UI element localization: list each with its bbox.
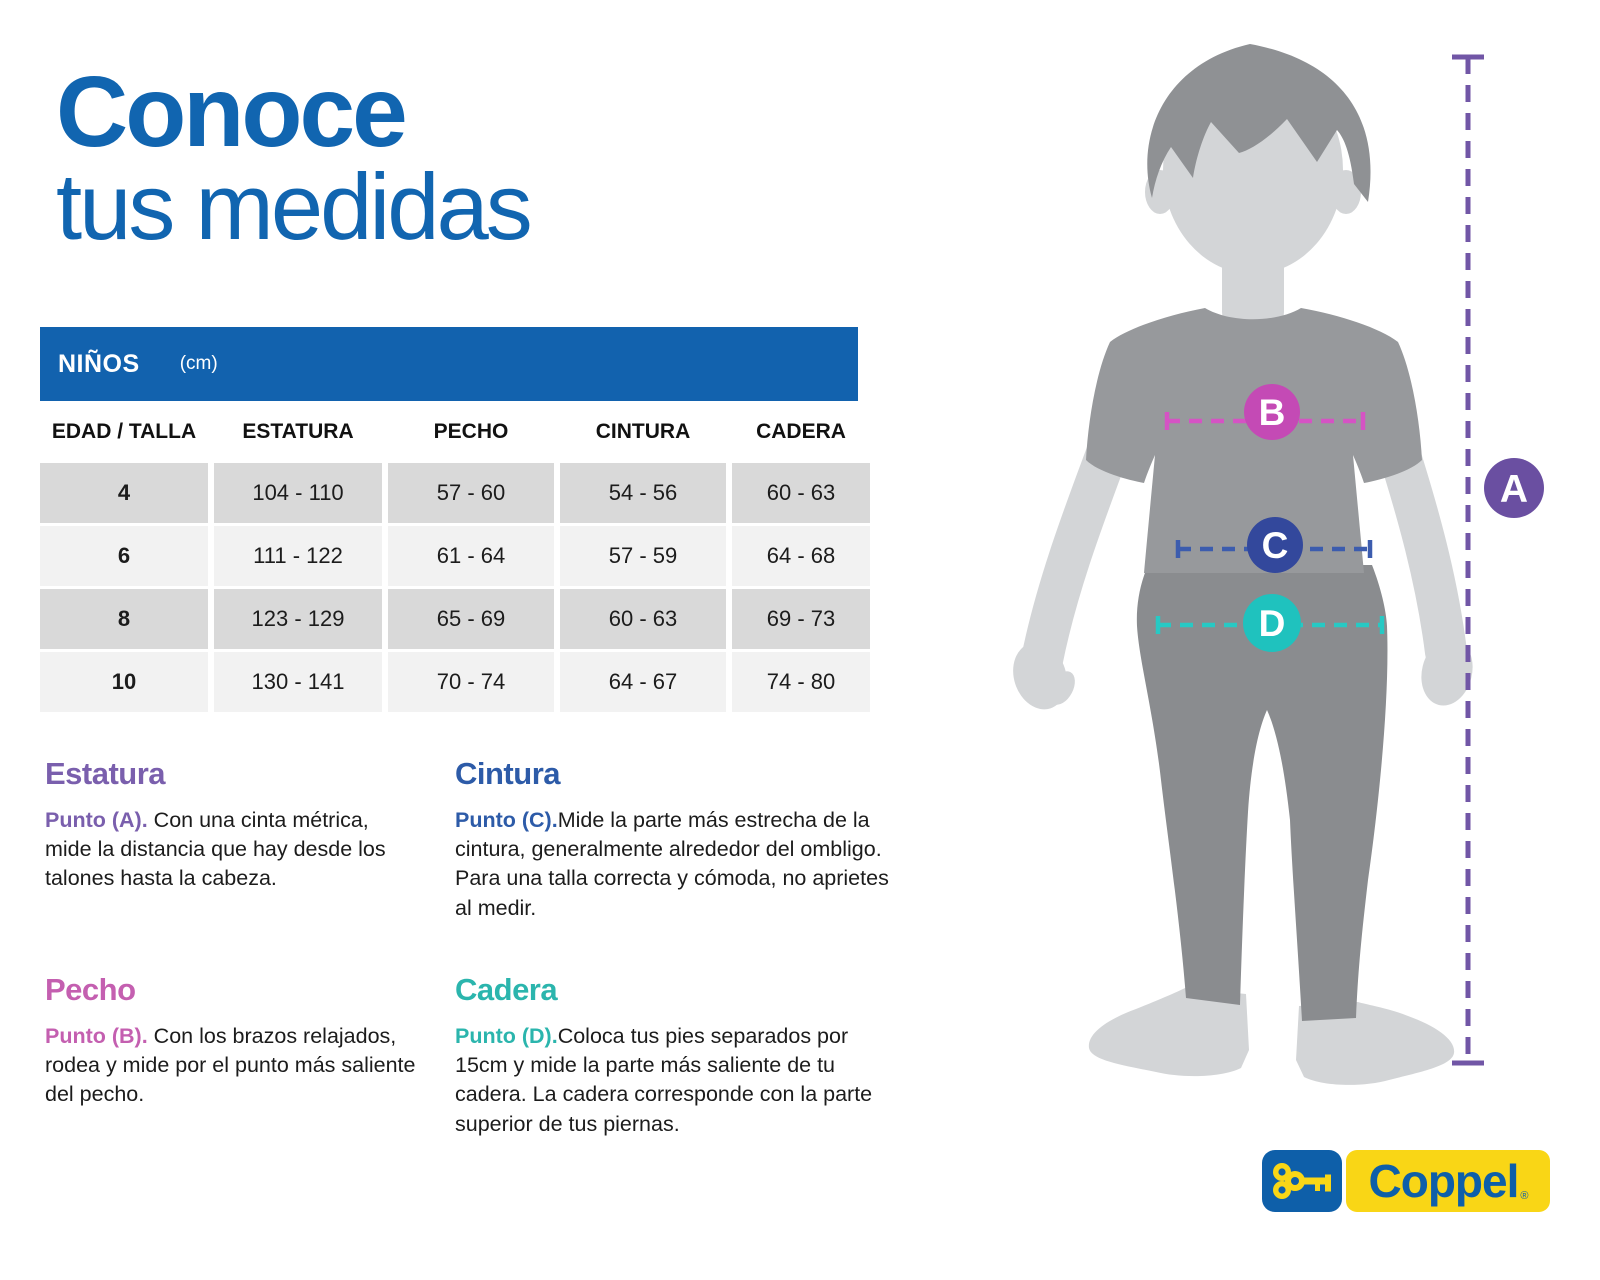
point-text-d: Coloca tus pies separados por 15cm y mid… [455,1024,873,1136]
table-row: 10 130 - 141 70 - 74 64 - 67 74 - 80 [40,652,870,712]
col-header-edad-talla: EDAD / TALLA [51,420,197,443]
section-heading-estatura: Estatura [45,756,166,791]
table-banner-label: NIÑOS [58,349,140,378]
section-heading-cadera: Cadera [455,972,558,1007]
col-header-cintura: CINTURA [595,420,691,443]
cell-talla: 8 [40,589,208,649]
cell-cadera: 69 - 73 [732,589,870,649]
figure-tshirt [1086,308,1422,573]
page-title-line2: tus medidas [56,154,533,259]
table-banner-unit: (cm) [179,353,218,374]
cell-cintura: 60 - 63 [560,589,726,649]
marker-letter-a: A [1500,468,1528,511]
page-title-line1: Conoce [56,56,408,168]
coppel-wordmark: Coppel ® [1346,1150,1550,1212]
col-header-cadera: CADERA [756,420,846,443]
section-heading-cintura: Cintura [455,756,561,791]
figure-thumb-left [1049,671,1075,705]
cell-talla: 6 [40,526,208,586]
marker-circle-d [1243,594,1301,652]
table-row: 4 104 - 110 57 - 60 54 - 56 60 - 63 [40,463,870,523]
cell-estatura: 104 - 110 [214,463,382,523]
figure-arm-right [1374,419,1467,673]
point-label-a: Punto (A). [45,808,148,832]
figure-hair [1147,44,1371,202]
point-label-c: Punto (C). [455,808,558,832]
section-text-cadera: Punto (D).Coloca tus pies separados por … [455,1022,905,1139]
marker-line-b-pecho: B [1164,384,1366,440]
point-text-b: Con los brazos relajados, rodea y mide p… [45,1024,416,1107]
section-pecho: Pecho Punto (B). Con los brazos relajado… [45,972,445,1110]
col-header-estatura: ESTATURA [242,420,354,443]
marker-letter-d: D [1259,603,1286,644]
table-banner: NIÑOS (cm) [40,327,858,401]
cell-cadera: 74 - 80 [732,652,870,712]
table-row: 8 123 - 129 65 - 69 60 - 63 69 - 73 [40,589,870,649]
table-row: 6 111 - 122 61 - 64 57 - 59 64 - 68 [40,526,870,586]
cell-cintura: 54 - 56 [560,463,726,523]
cell-estatura: 123 - 129 [214,589,382,649]
coppel-logo: Coppel ® [1262,1150,1550,1212]
marker-letter-c: C [1262,525,1289,566]
marker-line-d-cadera: D [1155,594,1385,652]
cell-pecho: 61 - 64 [388,526,554,586]
point-text-a: Con una cinta métrica, mide la distancia… [45,808,386,891]
marker-line-a-estatura: A [1452,54,1544,1066]
marker-circle-b [1244,384,1300,440]
marker-letter-b: B [1259,392,1286,433]
cell-cadera: 64 - 68 [732,526,870,586]
cell-pecho: 57 - 60 [388,463,554,523]
boy-silhouette-illustration: B C D A [1013,44,1544,1085]
cell-pecho: 65 - 69 [388,589,554,649]
cell-cintura: 57 - 59 [560,526,726,586]
point-label-b: Punto (B). [45,1024,148,1048]
figure-arm-left [1021,419,1133,681]
cell-cadera: 60 - 63 [732,463,870,523]
coppel-key-icon [1262,1150,1342,1212]
registered-mark: ® [1520,1190,1528,1202]
col-header-pecho: PECHO [433,420,509,443]
cell-cintura: 64 - 67 [560,652,726,712]
section-text-cintura: Punto (C).Mide la parte más estrecha de … [455,806,905,923]
figure-pants [1136,565,1388,1021]
section-text-estatura: Punto (A). Con una cinta métrica, mide l… [45,806,420,894]
measurement-figure: B C D A [940,20,1580,1170]
marker-line-c-cintura: C [1175,517,1373,573]
section-estatura: Estatura Punto (A). Con una cinta métric… [45,756,420,894]
coppel-brand-text: Coppel [1368,1155,1520,1207]
section-cintura: Cintura Punto (C).Mide la parte más estr… [455,756,905,923]
section-cadera: Cadera Punto (D).Coloca tus pies separad… [455,972,905,1139]
section-heading-pecho: Pecho [45,972,136,1007]
figure-foot-right [1296,1002,1455,1085]
point-text-c: Mide la parte más estrecha de la cintura… [455,808,889,920]
page-title: Conoce tus medidas [56,56,533,259]
figure-hand-right [1421,638,1473,706]
figure-foot-left [1088,988,1249,1077]
key-icon [1273,1163,1331,1199]
point-label-d: Punto (D). [455,1024,558,1048]
marker-circle-c [1247,517,1303,573]
marker-circle-a [1484,458,1544,518]
cell-talla: 10 [40,652,208,712]
cell-estatura: 111 - 122 [214,526,382,586]
cell-talla: 4 [40,463,208,523]
section-text-pecho: Punto (B). Con los brazos relajados, rod… [45,1022,445,1110]
cell-estatura: 130 - 141 [214,652,382,712]
table-header-row: EDAD / TALLA ESTATURA PECHO CINTURA CADE… [40,401,858,463]
size-table: NIÑOS (cm) EDAD / TALLA ESTATURA PECHO C… [40,327,870,715]
cell-pecho: 70 - 74 [388,652,554,712]
